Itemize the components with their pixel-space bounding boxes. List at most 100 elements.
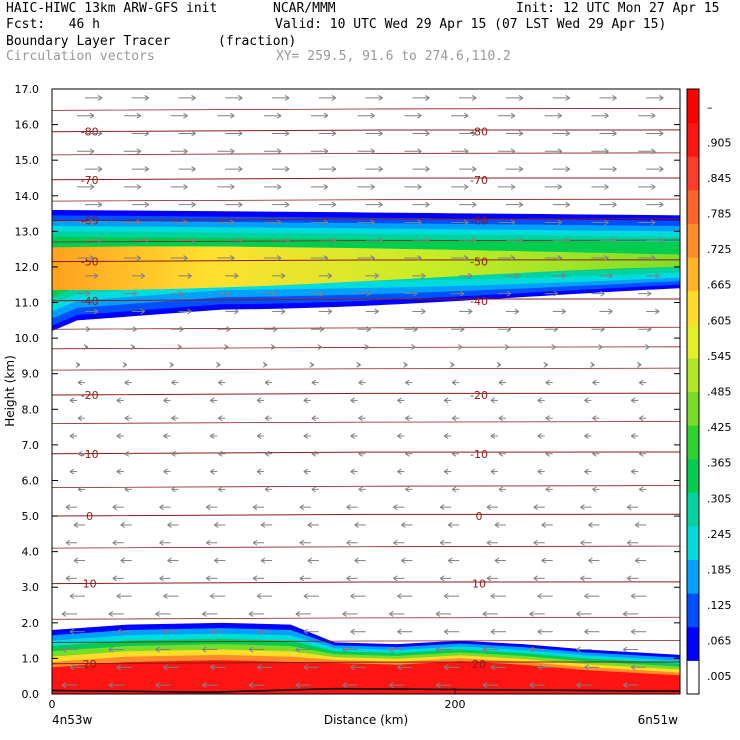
vector-arrowhead bbox=[590, 361, 595, 368]
vector-arrowhead bbox=[405, 379, 410, 386]
vector-arrowhead bbox=[393, 575, 398, 582]
vector-arrowhead bbox=[202, 611, 207, 617]
vector-arrowhead bbox=[393, 504, 398, 511]
colorbar-label: .125 bbox=[707, 599, 732, 612]
colorbar-label: .005 bbox=[707, 670, 732, 683]
vector-arrowhead bbox=[658, 130, 664, 137]
vector-arrowhead bbox=[584, 664, 589, 671]
vector-arrowhead bbox=[364, 344, 369, 350]
colorbar-swatch bbox=[687, 425, 699, 460]
vector-arrowhead bbox=[486, 504, 492, 511]
field-name: Boundary Layer Tracer bbox=[6, 34, 171, 49]
vector-arrowhead bbox=[284, 237, 290, 244]
vector-arrowhead bbox=[463, 219, 469, 226]
vector-arrowhead bbox=[93, 272, 99, 279]
temperature-contour-minor bbox=[51, 367, 681, 371]
x-axis-label: Distance (km) bbox=[324, 713, 408, 727]
vector-arrowhead bbox=[650, 183, 656, 190]
contour-label: -80 bbox=[81, 126, 99, 139]
vector-arrowhead bbox=[83, 344, 89, 350]
vector-arrowhead bbox=[206, 504, 211, 511]
vector-arrowhead bbox=[389, 682, 394, 689]
vector-arrowhead bbox=[69, 593, 75, 600]
x-start-label: 4n53w bbox=[52, 713, 93, 727]
vector-arrowhead bbox=[331, 237, 337, 244]
vector-arrowhead bbox=[311, 486, 317, 493]
vector-arrowhead bbox=[350, 664, 355, 671]
vector-arrowhead bbox=[443, 628, 449, 635]
vector-arrowhead bbox=[658, 94, 664, 101]
vector-arrowhead bbox=[636, 361, 642, 368]
vector-arrowhead bbox=[543, 361, 548, 368]
vector-arrowhead bbox=[533, 539, 538, 546]
vector-arrowhead bbox=[280, 272, 286, 279]
vector-arrowhead bbox=[270, 344, 276, 350]
vector-arrowhead bbox=[630, 664, 636, 671]
vector-arrowhead bbox=[565, 237, 570, 244]
vector-arrowhead bbox=[658, 201, 664, 208]
vector-arrowhead bbox=[191, 237, 196, 244]
colorbar-label: .725 bbox=[707, 243, 732, 256]
colorbar-swatch bbox=[687, 525, 699, 561]
vector-arrowhead bbox=[218, 486, 223, 493]
vector-arrowhead bbox=[331, 130, 337, 137]
vector-arrowhead bbox=[482, 611, 488, 617]
contour-label: 0 bbox=[476, 510, 483, 523]
vector-arrowhead bbox=[350, 397, 355, 404]
vector-arrowhead bbox=[490, 468, 496, 475]
vector-arrowhead bbox=[490, 664, 496, 671]
vector-arrowhead bbox=[252, 575, 258, 582]
vector-arrowhead bbox=[435, 682, 441, 689]
vector-arrowhead bbox=[226, 290, 231, 297]
contour-label: -50 bbox=[470, 256, 488, 269]
vector-arrowhead bbox=[405, 486, 410, 493]
vector-arrowhead bbox=[498, 486, 504, 493]
vector-arrowhead bbox=[463, 112, 469, 119]
vector-arrowhead bbox=[136, 112, 142, 119]
vector-arrowhead bbox=[323, 112, 329, 119]
vector-arrowhead bbox=[272, 290, 278, 297]
vector-arrowhead bbox=[144, 237, 150, 244]
contour-label: -40 bbox=[81, 295, 99, 308]
vector-arrowhead bbox=[518, 130, 524, 137]
vector-arrowhead bbox=[397, 468, 402, 475]
temperature-contour-minor bbox=[51, 545, 681, 549]
vector-arrowhead bbox=[378, 130, 383, 137]
vector-arrowhead bbox=[311, 450, 317, 457]
vector-arrowhead bbox=[187, 272, 192, 279]
vector-arrowhead bbox=[163, 468, 168, 475]
vector-arrowhead bbox=[260, 522, 266, 528]
temperature-contours: -80 -80 -70 -70 -60 -60 -50 -50 -40 -40 -20 -20 -10 -… bbox=[51, 107, 681, 671]
vector-arrowhead bbox=[299, 504, 305, 511]
vector-arrowhead bbox=[144, 201, 150, 208]
contour-label: -50 bbox=[81, 256, 99, 269]
vector-arrowhead bbox=[358, 486, 363, 493]
vector-arrowhead bbox=[230, 183, 235, 190]
y-tick-label: 2.0 bbox=[22, 617, 40, 630]
vector-arrowhead bbox=[405, 415, 410, 422]
vector-arrowhead bbox=[533, 575, 538, 582]
colorbar-label: .905 bbox=[707, 136, 732, 149]
vector-arrowhead bbox=[397, 433, 402, 439]
vector-arrowhead bbox=[230, 112, 235, 119]
vector-arrowhead bbox=[179, 290, 184, 297]
vector-arrowhead bbox=[256, 628, 262, 635]
vector-arrowhead bbox=[397, 664, 402, 671]
vector-arrowhead bbox=[307, 522, 313, 528]
vector-arrowhead bbox=[551, 344, 556, 350]
vector-arrowhead bbox=[331, 201, 337, 208]
vector-arrowhead bbox=[557, 219, 562, 226]
vector-arrowhead bbox=[417, 255, 422, 261]
vector-arrowhead bbox=[654, 272, 660, 279]
vector-arrowhead bbox=[561, 272, 566, 279]
y-tick-label: 11.0 bbox=[15, 297, 40, 310]
contour-label: -10 bbox=[81, 448, 99, 461]
vector-arrowhead bbox=[463, 148, 469, 155]
colorbar-label: .665 bbox=[707, 279, 732, 292]
vector-arrowhead bbox=[463, 255, 469, 261]
vector-arrowhead bbox=[557, 183, 562, 190]
vector-arrowhead bbox=[116, 468, 122, 475]
vector-arrowhead bbox=[183, 255, 188, 261]
colorbar-swatch bbox=[687, 626, 699, 661]
